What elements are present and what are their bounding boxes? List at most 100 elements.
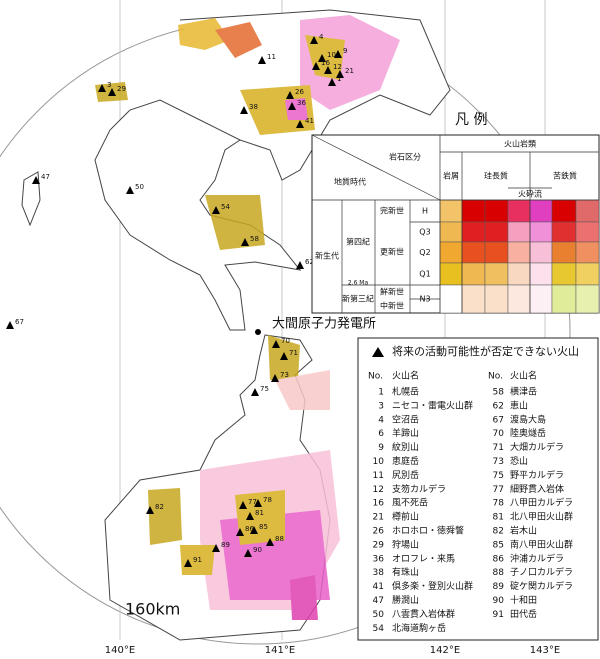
volcano-number: 16 bbox=[321, 59, 330, 67]
volcano-triangle bbox=[310, 36, 318, 44]
volcano-triangle bbox=[244, 549, 252, 557]
legend-cell bbox=[551, 262, 577, 286]
volcano-number: 67 bbox=[15, 318, 24, 326]
legend-text: 岩屑 bbox=[443, 171, 459, 181]
volcano-number: 38 bbox=[249, 103, 258, 111]
legend-text: 火砕流 bbox=[518, 189, 542, 199]
legend-text: 火山岩類 bbox=[504, 139, 536, 149]
volcano-number: 1 bbox=[337, 75, 341, 83]
list-header: 火山名 bbox=[392, 370, 419, 382]
legend-cell bbox=[575, 284, 600, 314]
volcano-triangle bbox=[286, 91, 294, 99]
volcano-number: 58 bbox=[250, 235, 259, 243]
volcano-triangle bbox=[246, 512, 254, 520]
volcano-name: 支笏カルデラ bbox=[392, 483, 446, 495]
legend-cell bbox=[575, 221, 600, 243]
volcano-number: 70 bbox=[281, 337, 290, 345]
volcano-triangle bbox=[266, 538, 274, 546]
legend-text: 中新世 bbox=[380, 301, 404, 311]
volcano-no: 85 bbox=[493, 540, 504, 550]
longitude-label: 143°E bbox=[530, 645, 560, 656]
volcano-triangle bbox=[271, 374, 279, 382]
volcano-name: 子ノ口カルデラ bbox=[510, 566, 573, 578]
volcano-name: 狩場山 bbox=[392, 538, 419, 550]
legend-cell bbox=[551, 199, 577, 223]
volcano-name: 田代岳 bbox=[510, 608, 537, 620]
volcano-triangle bbox=[251, 388, 259, 396]
list-header: No. bbox=[368, 372, 383, 382]
volcano-number: 10 bbox=[327, 51, 336, 59]
volcano-no: 62 bbox=[493, 401, 504, 411]
geology-patches bbox=[95, 15, 400, 620]
volcano-list: 将来の活動可能性が否定できない火山 No. 火山名 No. 火山名 1 札幌岳 3 ニセコ・雷… bbox=[357, 337, 599, 641]
volcano-number: 82 bbox=[155, 503, 164, 511]
volcano-triangle bbox=[98, 84, 106, 92]
volcano-triangle bbox=[241, 238, 249, 246]
volcano-name: 札幌岳 bbox=[392, 386, 419, 398]
volcano-number: 29 bbox=[117, 85, 126, 93]
volcano-name: 横津岳 bbox=[510, 386, 537, 398]
legend-cell bbox=[507, 284, 531, 314]
legend-row-label: Q2 bbox=[419, 248, 430, 257]
legend-cell bbox=[507, 199, 531, 223]
volcano-name: 北八甲田火山群 bbox=[510, 511, 573, 523]
volcano-number: 90 bbox=[253, 546, 262, 554]
legend-text: 第四紀 bbox=[346, 237, 370, 247]
legend-cell bbox=[461, 241, 486, 264]
volcano-name: 空沼岳 bbox=[392, 413, 419, 425]
volcano-no: 6 bbox=[378, 429, 384, 439]
volcano-no: 10 bbox=[373, 457, 385, 467]
legend-cell bbox=[439, 262, 463, 286]
volcano-name: 倶多楽・登別火山群 bbox=[392, 580, 473, 592]
legend-cell bbox=[575, 262, 600, 286]
volcano-name: 渡島大島 bbox=[510, 413, 546, 425]
volcano-number: 89 bbox=[221, 541, 230, 549]
volcano-name: 細野貫入岩体 bbox=[510, 483, 564, 495]
volcano-name: 紋別山 bbox=[392, 441, 419, 453]
volcano-name: 南八甲田火山群 bbox=[510, 538, 573, 550]
volcano-triangle bbox=[126, 186, 134, 194]
volcano-number: 9 bbox=[343, 47, 347, 55]
volcano-no: 11 bbox=[373, 471, 384, 481]
volcano-triangle bbox=[288, 102, 296, 110]
volcano-name: ニセコ・雷電火山群 bbox=[392, 399, 473, 411]
volcano-number: 54 bbox=[221, 203, 230, 211]
volcano-no: 82 bbox=[493, 527, 504, 537]
volcano-name: 八甲田カルデラ bbox=[510, 497, 573, 509]
volcano-name: 恵庭岳 bbox=[392, 455, 419, 467]
legend-text: 鮮新世 bbox=[380, 287, 404, 297]
legend-cell bbox=[529, 262, 553, 286]
longitude-label: 141°E bbox=[265, 645, 295, 656]
volcano-triangle bbox=[334, 50, 342, 58]
volcano-triangle bbox=[236, 528, 244, 536]
scale-label: 160km bbox=[125, 600, 180, 619]
legend-cell bbox=[439, 284, 463, 314]
volcano-no: 86 bbox=[493, 554, 505, 564]
volcano-no: 88 bbox=[493, 568, 505, 578]
legend-text: 新第三紀 bbox=[342, 294, 374, 304]
volcano-name: オロフレ・来馬 bbox=[392, 553, 455, 564]
longitude-label: 142°E bbox=[430, 645, 460, 656]
volcano-number: 62 bbox=[305, 258, 314, 266]
volcano-number: 73 bbox=[280, 371, 289, 379]
legend-text: 2.6 Ma bbox=[348, 280, 369, 287]
volcano-triangle bbox=[6, 321, 14, 329]
legend-row-label: N3 bbox=[419, 295, 430, 304]
volcano-no: 4 bbox=[378, 415, 384, 425]
legend-cell bbox=[507, 241, 531, 264]
volcano-no: 16 bbox=[373, 499, 385, 509]
volcano-no: 12 bbox=[373, 485, 384, 495]
legend-text: 完新世 bbox=[380, 206, 404, 216]
legend-cell bbox=[529, 284, 553, 314]
volcano-no: 1 bbox=[378, 388, 384, 398]
legend-text: 新生代 bbox=[315, 251, 339, 261]
volcano-no: 70 bbox=[493, 429, 505, 439]
volcano-no: 21 bbox=[373, 513, 384, 523]
volcano-name: 八雲貫入岩体群 bbox=[392, 608, 455, 620]
legend-cell bbox=[461, 262, 486, 286]
volcano-name: 樽前山 bbox=[392, 511, 419, 523]
legend-cell bbox=[484, 284, 509, 314]
volcano-triangle bbox=[280, 352, 288, 360]
volcano-name: 恵山 bbox=[510, 399, 528, 411]
